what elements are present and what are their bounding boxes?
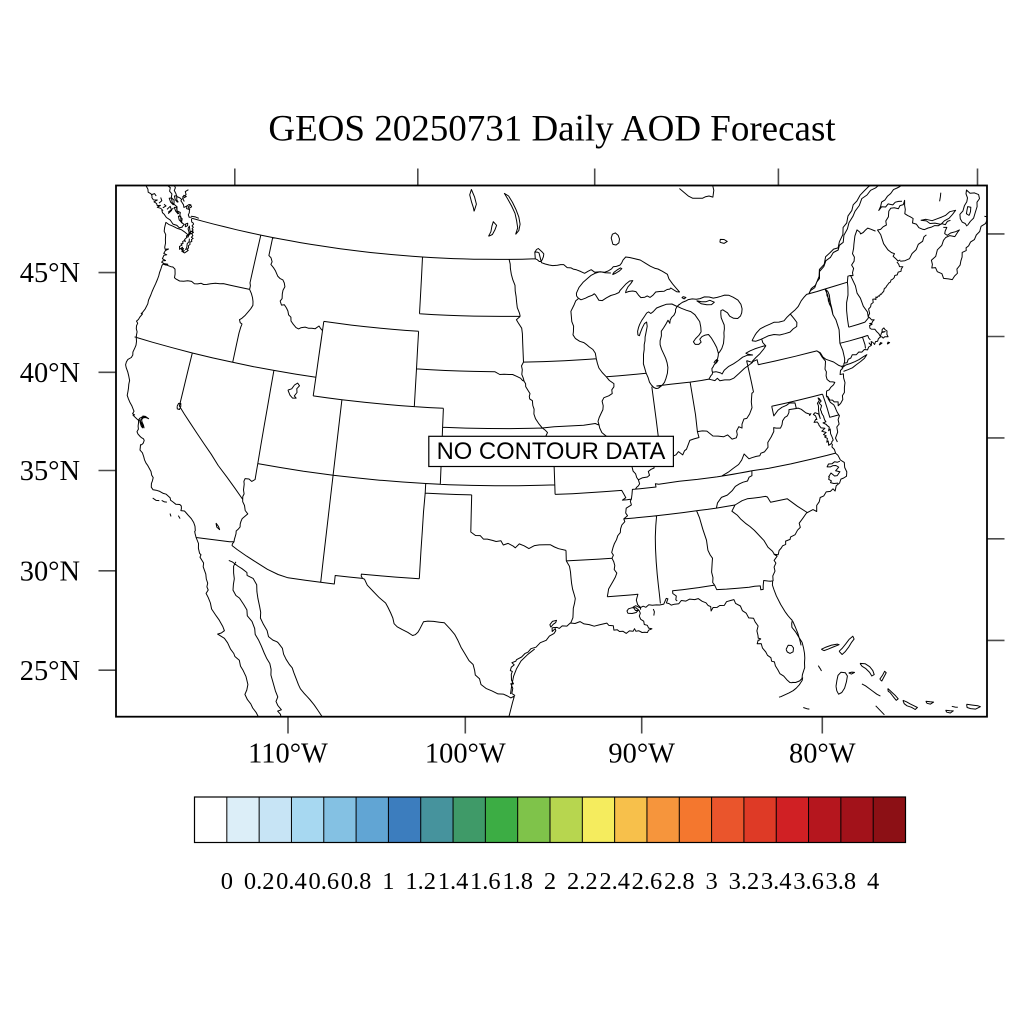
svg-text:30°N: 30°N [20,556,80,587]
svg-text:3.6: 3.6 [793,868,824,895]
svg-text:2.8: 2.8 [664,868,695,895]
svg-text:2.6: 2.6 [632,868,663,895]
svg-text:80°W: 80°W [789,739,856,770]
svg-text:3.8: 3.8 [826,868,857,895]
svg-text:90°W: 90°W [608,739,675,770]
svg-text:100°W: 100°W [425,739,506,770]
svg-text:110°W: 110°W [248,739,328,770]
svg-text:3.4: 3.4 [761,868,792,895]
svg-text:0.4: 0.4 [276,868,307,895]
svg-text:35°N: 35°N [20,456,80,487]
svg-text:2.2: 2.2 [567,868,598,895]
svg-text:25°N: 25°N [20,656,80,687]
svg-text:1: 1 [382,868,394,895]
svg-text:2.4: 2.4 [599,868,630,895]
svg-text:0.8: 0.8 [341,868,372,895]
svg-text:40°N: 40°N [20,358,80,389]
svg-text:45°N: 45°N [20,258,80,289]
svg-text:4: 4 [867,868,879,895]
svg-text:3.2: 3.2 [729,868,760,895]
svg-text:2: 2 [544,868,556,895]
svg-text:1.4: 1.4 [438,868,469,895]
svg-text:0: 0 [221,868,233,895]
svg-text:0.2: 0.2 [244,868,275,895]
svg-text:1.2: 1.2 [405,868,436,895]
svg-text:NO CONTOUR DATA: NO CONTOUR DATA [437,438,666,465]
svg-text:1.8: 1.8 [502,868,533,895]
svg-text:GEOS 20250731 Daily AOD Foreca: GEOS 20250731 Daily AOD Forecast [268,109,836,150]
svg-text:3: 3 [705,868,717,895]
svg-text:0.6: 0.6 [308,868,339,895]
svg-text:1.6: 1.6 [470,868,501,895]
